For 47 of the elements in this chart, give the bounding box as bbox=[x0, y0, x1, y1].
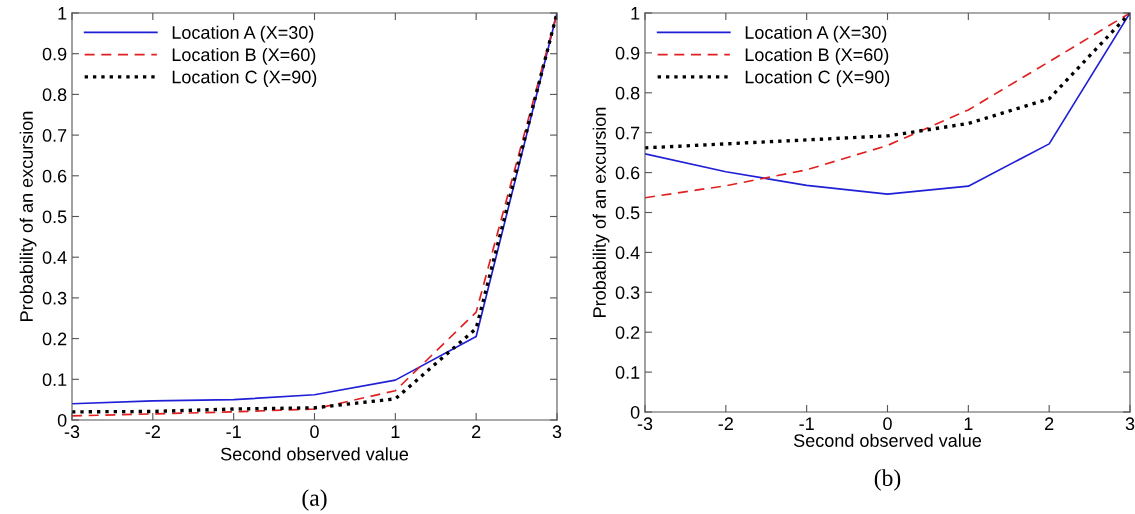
y-tick-label: 0.7 bbox=[615, 126, 640, 140]
x-tick-label: 3 bbox=[552, 425, 562, 439]
y-tick-label: 0.8 bbox=[615, 86, 640, 100]
y-tick-label: 0.9 bbox=[42, 47, 67, 61]
y-tick-label: 0.8 bbox=[42, 88, 67, 102]
y-tick-label: 0.2 bbox=[42, 332, 67, 346]
y-tick-label: 0.3 bbox=[42, 291, 67, 305]
x-tick-label: -3 bbox=[637, 417, 653, 431]
y-tick-label: 0.6 bbox=[42, 169, 67, 183]
text: (b) bbox=[874, 469, 901, 491]
y-tick-label: 0.5 bbox=[615, 206, 640, 220]
y-axis-title: Probability of an excursion bbox=[19, 111, 37, 321]
x-tick-label: 1 bbox=[391, 425, 400, 438]
x-tick-label: -1 bbox=[226, 425, 241, 438]
y-tick-label: 0 bbox=[630, 405, 640, 419]
y-tick-label: 0.6 bbox=[615, 166, 640, 180]
x-tick-label: 2 bbox=[472, 425, 481, 438]
y-axis-title: Probability of an excursion bbox=[592, 107, 610, 317]
x-tick-label: 2 bbox=[1045, 417, 1054, 430]
y-tick-label: 0.9 bbox=[615, 46, 640, 60]
x-axis-title: Second observed value bbox=[793, 433, 982, 447]
x-tick-label: -1 bbox=[799, 417, 814, 430]
x-tick-label: -2 bbox=[718, 417, 733, 430]
y-tick-label: 1 bbox=[58, 7, 67, 20]
y-tick-label: 0.5 bbox=[42, 210, 67, 224]
legend-label: Location A (X=30) bbox=[745, 25, 887, 43]
legend-label: Location B (X=60) bbox=[172, 47, 316, 65]
y-tick-label: 1 bbox=[631, 7, 640, 20]
legend-label: Location C (X=90) bbox=[172, 70, 317, 87]
legend-label: Location A (X=30) bbox=[172, 25, 314, 43]
legend-label: Location B (X=60) bbox=[745, 47, 889, 65]
y-tick-label: 0.7 bbox=[42, 129, 67, 142]
x-tick-label: 0 bbox=[883, 417, 892, 431]
x-tick-label: 3 bbox=[1125, 417, 1135, 431]
text: (a) bbox=[302, 489, 327, 511]
x-tick-label: -3 bbox=[64, 425, 80, 439]
x-tick-label: 1 bbox=[964, 417, 973, 430]
x-axis-title: Second observed value bbox=[220, 447, 409, 461]
y-tick-label: 0.2 bbox=[615, 326, 640, 339]
legend-label: Location C (X=90) bbox=[745, 70, 890, 87]
y-tick-label: 0.4 bbox=[42, 251, 67, 264]
x-tick-label: 0 bbox=[310, 425, 319, 439]
x-tick-label: -2 bbox=[145, 425, 160, 438]
y-tick-label: 0.1 bbox=[42, 373, 67, 387]
y-tick-label: 0.4 bbox=[615, 246, 640, 260]
y-tick-label: 0.3 bbox=[615, 286, 640, 300]
y-tick-label: 0.1 bbox=[615, 366, 640, 379]
